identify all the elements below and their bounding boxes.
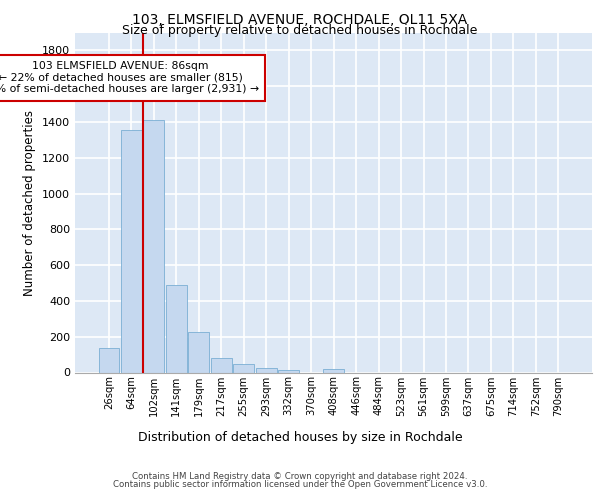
Bar — [278, 370, 299, 372]
Bar — [323, 369, 344, 372]
Bar — [121, 130, 142, 372]
Bar — [211, 358, 232, 372]
Text: Contains HM Land Registry data © Crown copyright and database right 2024.: Contains HM Land Registry data © Crown c… — [132, 472, 468, 481]
Bar — [166, 285, 187, 372]
Bar — [233, 364, 254, 372]
Bar — [188, 332, 209, 372]
Bar — [143, 120, 164, 372]
Text: Distribution of detached houses by size in Rochdale: Distribution of detached houses by size … — [137, 431, 463, 444]
Bar — [98, 348, 119, 372]
Text: 103, ELMSFIELD AVENUE, ROCHDALE, OL11 5XA: 103, ELMSFIELD AVENUE, ROCHDALE, OL11 5X… — [133, 12, 467, 26]
Bar — [256, 368, 277, 372]
Text: Size of property relative to detached houses in Rochdale: Size of property relative to detached ho… — [122, 24, 478, 37]
Text: Contains public sector information licensed under the Open Government Licence v3: Contains public sector information licen… — [113, 480, 487, 489]
Y-axis label: Number of detached properties: Number of detached properties — [23, 110, 37, 296]
Text: 103 ELMSFIELD AVENUE: 86sqm
← 22% of detached houses are smaller (815)
78% of se: 103 ELMSFIELD AVENUE: 86sqm ← 22% of det… — [0, 61, 259, 94]
